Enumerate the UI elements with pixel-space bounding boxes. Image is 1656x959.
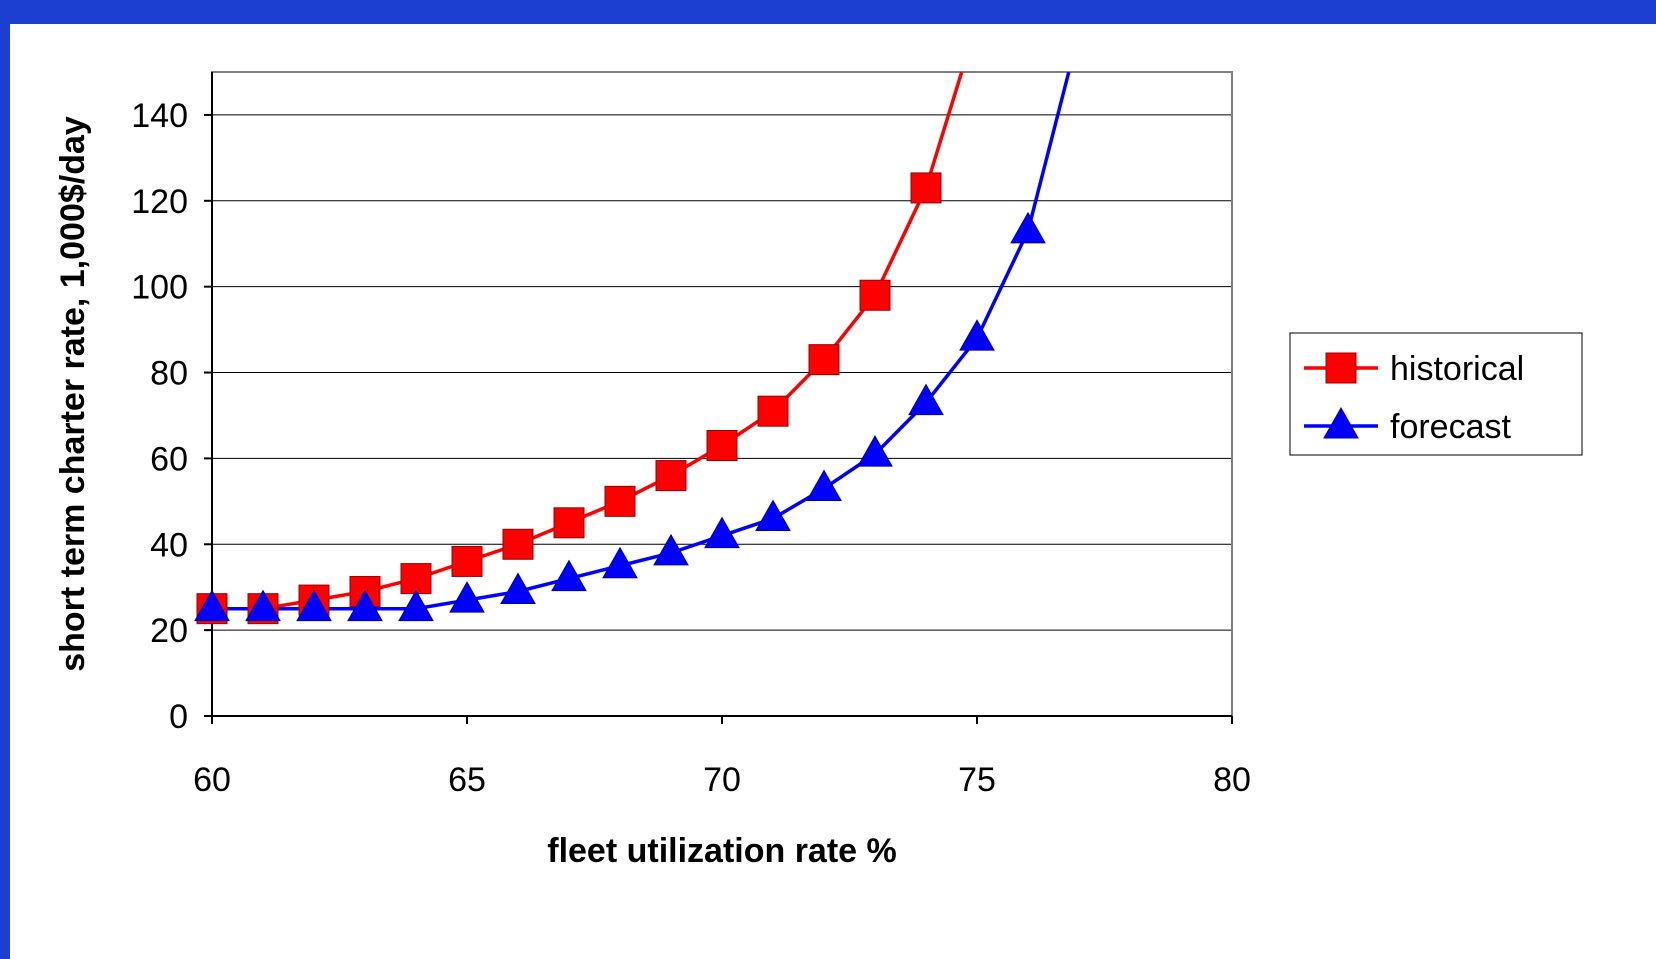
y-axis-title: short term charter rate, 1,000$/day xyxy=(54,116,92,672)
point-forecast-74 xyxy=(908,383,944,416)
x-tick-label-65: 65 xyxy=(448,761,486,799)
x-tick-label-75: 75 xyxy=(958,761,996,799)
y-tick-label-0: 0 xyxy=(169,698,188,736)
x-axis-title: fleet utilization rate % xyxy=(547,832,897,870)
x-tick-label-60: 60 xyxy=(193,761,231,799)
x-tick-label-80: 80 xyxy=(1213,761,1251,799)
point-historical-74 xyxy=(910,172,942,204)
point-forecast-61 xyxy=(245,589,281,622)
series-line-historical xyxy=(212,72,964,611)
point-historical-69 xyxy=(655,460,687,492)
marker-layer xyxy=(194,172,1046,625)
y-tick-label-40: 40 xyxy=(150,526,188,564)
point-forecast-71 xyxy=(755,499,791,532)
legend: historical forecast xyxy=(1289,332,1583,456)
point-historical-65 xyxy=(451,545,483,577)
y-tick-label-60: 60 xyxy=(150,440,188,478)
point-historical-70 xyxy=(706,430,738,462)
point-forecast-67 xyxy=(551,559,587,592)
y-tick-label-120: 120 xyxy=(131,183,188,221)
point-forecast-60 xyxy=(194,589,230,622)
point-historical-67 xyxy=(553,507,585,539)
point-forecast-68 xyxy=(602,546,638,579)
point-forecast-76 xyxy=(1010,211,1046,244)
point-forecast-75 xyxy=(959,319,995,351)
point-forecast-62 xyxy=(296,589,332,622)
point-historical-64 xyxy=(400,563,432,595)
point-historical-73 xyxy=(859,279,891,311)
y-tick-label-20: 20 xyxy=(150,612,188,650)
y-tick-label-140: 140 xyxy=(131,97,188,135)
point-historical-71 xyxy=(757,395,789,427)
plot-area: 0 20 40 60 80 100 120 140 60 65 70 75 80 xyxy=(131,71,1251,799)
y-tick-label-80: 80 xyxy=(150,355,188,393)
x-tick-label-70: 70 xyxy=(703,761,741,799)
point-forecast-69 xyxy=(653,533,689,566)
point-forecast-73 xyxy=(857,435,893,467)
legend-label-historical: historical xyxy=(1390,350,1524,388)
point-forecast-70 xyxy=(704,516,740,549)
point-forecast-63 xyxy=(347,589,383,622)
series-layer xyxy=(212,72,1071,611)
point-historical-68 xyxy=(604,485,636,517)
point-forecast-65 xyxy=(449,581,485,613)
point-forecast-64 xyxy=(398,589,434,622)
point-forecast-72 xyxy=(806,469,842,501)
legend-marker-historical xyxy=(1325,352,1357,384)
point-historical-72 xyxy=(808,344,840,376)
y-tick-label-100: 100 xyxy=(131,269,188,307)
point-historical-66 xyxy=(502,528,534,560)
series-line-forecast xyxy=(212,72,1071,611)
legend-marker-forecast xyxy=(1323,406,1359,439)
point-forecast-66 xyxy=(500,572,536,604)
legend-label-forecast: forecast xyxy=(1390,408,1511,446)
